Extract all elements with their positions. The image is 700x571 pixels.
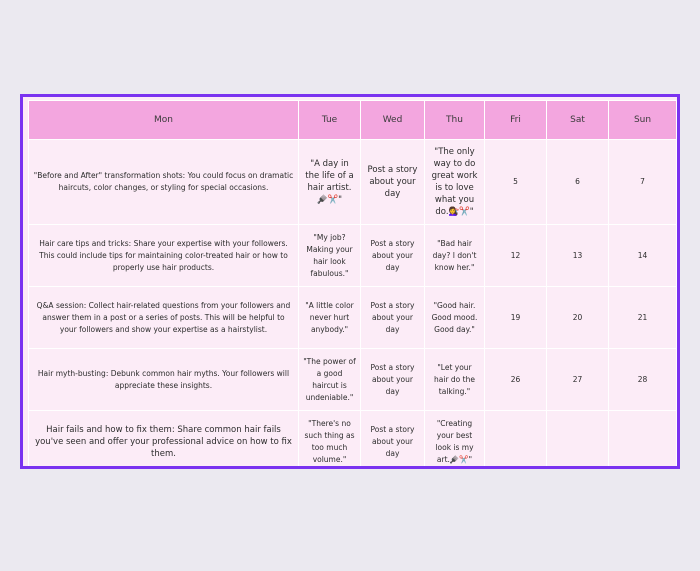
cell-fri: 19 [484,286,547,349]
header-wed: Wed [360,100,425,140]
cell-wed: Post a story about your day [360,224,425,287]
table-row: "Before and After" transformation shots:… [28,139,677,225]
cell-mon: Hair care tips and tricks: Share your ex… [28,224,299,287]
header-sun: Sun [608,100,677,140]
cell-sun [608,410,677,466]
calendar-frame: Mon Tue Wed Thu Fri Sat Sun "Before and … [20,94,680,469]
header-sat: Sat [546,100,609,140]
table-row: Hair fails and how to fix them: Share co… [28,410,677,466]
header-tue: Tue [298,100,361,140]
cell-wed: Post a story about your day [360,286,425,349]
cell-mon: Q&A session: Collect hair-related questi… [28,286,299,349]
calendar-container: Mon Tue Wed Thu Fri Sat Sun "Before and … [28,100,677,466]
cell-sun: 14 [608,224,677,287]
cell-tue: "A day in the life of a hair artist.🪮✂️" [298,139,361,225]
cell-sun: 28 [608,348,677,411]
cell-thu: "The only way to do great work is to lov… [424,139,485,225]
cell-mon: Hair fails and how to fix them: Share co… [28,410,299,466]
cell-tue: "The power of a good haircut is undeniab… [298,348,361,411]
header-mon: Mon [28,100,299,140]
cell-wed: Post a story about your day [360,139,425,225]
header-row: Mon Tue Wed Thu Fri Sat Sun [28,100,677,140]
cell-tue: "There's no such thing as too much volum… [298,410,361,466]
table-row: Hair myth-busting: Debunk common hair my… [28,348,677,411]
cell-mon: Hair myth-busting: Debunk common hair my… [28,348,299,411]
cell-sat: 20 [546,286,609,349]
cell-wed: Post a story about your day [360,348,425,411]
cell-thu: "Bad hair day? I don't know her." [424,224,485,287]
cell-mon: "Before and After" transformation shots:… [28,139,299,225]
cell-sat: 13 [546,224,609,287]
table-row: Hair care tips and tricks: Share your ex… [28,224,677,287]
cell-thu: "Creating your best look is my art.🪮✂️" [424,410,485,466]
cell-wed: Post a story about your day [360,410,425,466]
cell-fri: 5 [484,139,547,225]
cell-sat: 6 [546,139,609,225]
header-thu: Thu [424,100,485,140]
cell-fri [484,410,547,466]
cell-fri: 12 [484,224,547,287]
cell-sat [546,410,609,466]
header-fri: Fri [484,100,547,140]
cell-sat: 27 [546,348,609,411]
cell-thu: "Let your hair do the talking." [424,348,485,411]
cell-sun: 7 [608,139,677,225]
table-row: Q&A session: Collect hair-related questi… [28,286,677,349]
cell-tue: "A little color never hurt anybody." [298,286,361,349]
cell-sun: 21 [608,286,677,349]
cell-fri: 26 [484,348,547,411]
cell-tue: "My job? Making your hair look fabulous.… [298,224,361,287]
cell-thu: "Good hair. Good mood. Good day." [424,286,485,349]
content-calendar-table: Mon Tue Wed Thu Fri Sat Sun "Before and … [28,100,677,466]
